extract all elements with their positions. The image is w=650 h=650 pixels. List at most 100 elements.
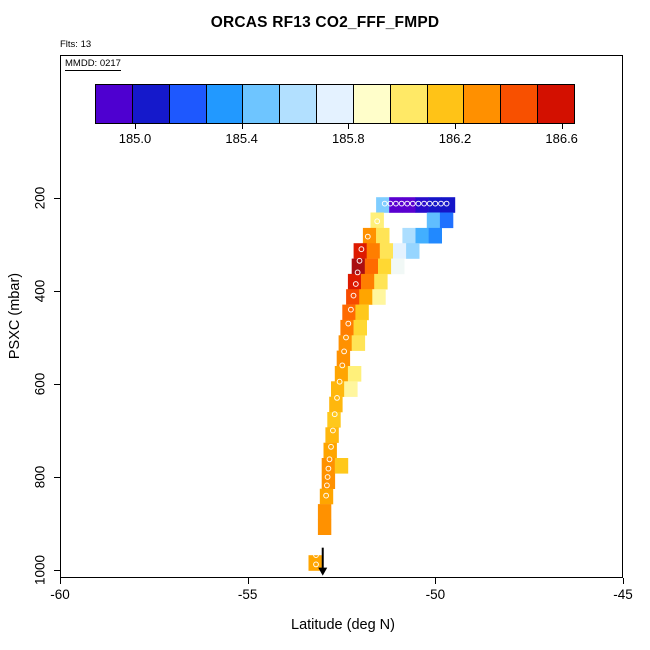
- x-axis-tick-label: -50: [425, 587, 446, 602]
- heatmap-cell: [439, 212, 454, 229]
- colorbar-tick: [455, 124, 456, 129]
- track-point: [381, 200, 388, 207]
- y-axis-tick-label: 400: [32, 279, 48, 303]
- heatmap-cell: [338, 335, 352, 351]
- track-point: [313, 561, 319, 568]
- heatmap-cell: [351, 335, 366, 351]
- track-point: [331, 411, 338, 418]
- track-point: [443, 200, 450, 207]
- track-point: [336, 378, 343, 385]
- colorbar-tick-label: 186.6: [545, 131, 578, 146]
- y-axis-tick: [54, 291, 60, 292]
- colorbar-segment: [317, 85, 354, 123]
- heatmap-cell: [428, 197, 442, 213]
- chart-title: ORCAS RF13 CO2_FFF_FMPD: [210, 14, 440, 31]
- heatmap-cell: [319, 488, 334, 505]
- heatmap-cell: [336, 350, 351, 367]
- y-axis-tick-label: 800: [32, 465, 48, 489]
- track-point: [330, 427, 336, 434]
- y-axis-tick: [54, 570, 60, 571]
- colorbar-tick: [348, 124, 350, 129]
- heatmap-cell: [317, 519, 332, 535]
- colorbar-tick-label: 185.0: [118, 131, 152, 146]
- x-axis-tick: [435, 578, 437, 584]
- track-point: [339, 362, 346, 369]
- colorbar-tick-label: 185.8: [332, 131, 365, 146]
- heatmap-cell: [372, 289, 386, 305]
- track-point: [398, 200, 405, 207]
- track-point: [404, 200, 411, 207]
- track-point: [421, 200, 428, 207]
- track-point: [348, 306, 354, 313]
- track-point: [364, 233, 371, 240]
- track-point: [356, 257, 363, 264]
- track-point: [326, 456, 333, 463]
- track-point: [350, 292, 357, 299]
- heatmap-cell: [364, 258, 379, 275]
- track-point: [387, 200, 394, 207]
- heatmap-cell: [378, 258, 392, 275]
- heatmap-cell: [325, 427, 339, 443]
- heatmap-cell: [366, 243, 381, 259]
- heatmap-cell: [370, 212, 384, 229]
- colorbar-segment: [464, 85, 502, 123]
- track-point: [432, 200, 439, 207]
- colorbar-segment: [501, 85, 539, 123]
- descent-arrow-head: [318, 567, 328, 576]
- colorbar-tick-label: 186.2: [438, 131, 472, 146]
- x-axis-tick: [60, 578, 61, 584]
- colorbar-segment: [353, 85, 391, 123]
- heatmap-cell: [342, 304, 356, 321]
- track-point: [354, 269, 361, 276]
- heatmap-cell: [327, 412, 341, 428]
- track-point: [438, 200, 444, 207]
- colorbar-segment: [96, 85, 133, 123]
- colorbar-segment: [206, 85, 244, 123]
- colorbar-segment: [280, 85, 318, 123]
- heatmap-cell: [428, 227, 442, 244]
- colorbar-segment: [538, 85, 574, 123]
- track-point: [324, 482, 330, 489]
- colorbar-segment: [132, 85, 170, 123]
- y-axis-tick-label: 200: [32, 186, 48, 210]
- heatmap-cell: [344, 381, 358, 397]
- track-point: [415, 200, 422, 207]
- track-point: [328, 443, 334, 450]
- flights-count-label: Flts: 13: [60, 39, 92, 50]
- track-point: [393, 200, 399, 207]
- heatmap-cell: [331, 381, 345, 397]
- heatmap-cell: [355, 304, 369, 321]
- heatmap-cell: [334, 458, 349, 474]
- colorbar-tick-label: 185.4: [225, 131, 258, 146]
- heatmap-cell: [353, 319, 367, 336]
- heatmap-cell: [359, 289, 373, 305]
- heatmap-cell: [426, 212, 441, 229]
- track-point: [325, 465, 332, 472]
- heatmap-plot: [308, 197, 456, 576]
- heatmap-cell: [351, 258, 366, 275]
- track-point: [343, 334, 349, 341]
- heatmap-cell: [361, 273, 375, 290]
- heatmap-cell: [334, 366, 349, 382]
- x-axis-tick-label: -60: [50, 587, 70, 602]
- track-point: [426, 200, 433, 207]
- x-axis-tick: [623, 578, 624, 584]
- heatmap-cell: [391, 258, 405, 275]
- heatmap-cell: [393, 243, 407, 259]
- heatmap-cell: [402, 227, 416, 244]
- colorbar-tick: [561, 124, 563, 129]
- plot-box: [60, 55, 623, 578]
- heatmap-cell: [379, 243, 394, 259]
- colorbar-tick: [135, 124, 136, 129]
- colorbar-segment: [390, 85, 428, 123]
- colorbar-segment: [243, 85, 281, 123]
- track-point: [374, 218, 381, 225]
- y-axis-tick: [54, 198, 60, 199]
- x-axis-label: Latitude (deg N): [291, 617, 395, 633]
- heatmap-cell: [389, 197, 403, 213]
- heatmap-cell: [376, 227, 390, 244]
- track-point: [323, 492, 330, 499]
- heatmap-cell: [406, 243, 420, 259]
- colorbar-tick: [241, 124, 243, 129]
